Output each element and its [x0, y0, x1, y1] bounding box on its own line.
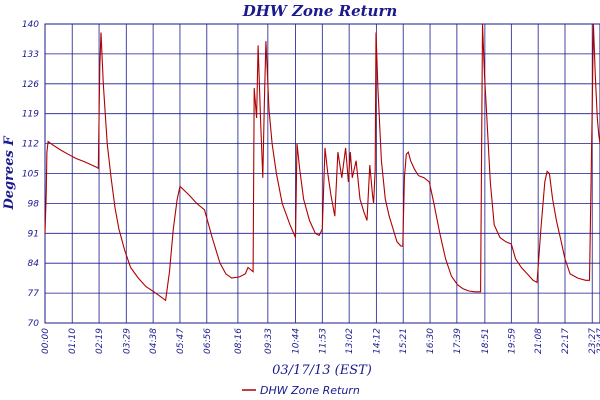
legend: DHW Zone Return [242, 384, 360, 397]
x-tick-label: 22:17 [561, 328, 571, 354]
y-tick-label: 112 [22, 140, 39, 150]
x-tick-label: 19:59 [507, 328, 517, 354]
x-tick-label: 17:39 [453, 328, 463, 354]
chart-title: DHW Zone Return [242, 2, 398, 20]
y-tick-label: 70 [28, 319, 40, 329]
x-tick-label: 16:30 [426, 328, 436, 354]
x-tick-label: 14:12 [372, 328, 382, 354]
x-tick-label: 00:00 [41, 328, 51, 354]
x-tick-label: 06:56 [203, 328, 213, 354]
x-tick-label: 10:44 [291, 328, 301, 354]
x-tick-label: 04:38 [149, 328, 159, 354]
y-tick-label: 140 [22, 20, 39, 30]
x-tick-labels: 00:00 01:10 02:19 03:29 04:38 05:47 06:56 08:16… [41, 328, 600, 354]
x-tick-label: 01:10 [68, 328, 78, 354]
grid-lines [44, 23, 600, 324]
y-tick-label: 126 [22, 80, 39, 90]
plot-frame [44, 23, 600, 324]
x-tick-label: 11:53 [318, 328, 328, 354]
x-tick-label: 02:19 [95, 328, 105, 354]
y-tick-label: 119 [22, 110, 39, 120]
legend-label: DHW Zone Return [260, 384, 360, 397]
y-tick-label: 98 [28, 199, 40, 209]
x-tick-label: 09:33 [264, 328, 274, 354]
y-tick-label: 77 [28, 289, 40, 299]
series-line-dhw-zone-return [44, 23, 600, 302]
x-tick-label: 21:08 [534, 328, 544, 354]
y-tick-labels: 70 77 84 91 98 105 112 119 126 133 140 [22, 20, 39, 329]
x-tick-label: 13:02 [345, 328, 355, 354]
y-tick-label: 133 [22, 50, 39, 60]
y-axis-title: Degrees F [2, 136, 17, 211]
x-tick-label: 23:47 [596, 328, 600, 354]
x-tick-label: 18:51 [481, 328, 491, 354]
y-tick-label: 84 [28, 259, 40, 269]
x-tick-label: 03:29 [122, 328, 132, 354]
y-tick-label: 105 [22, 170, 39, 180]
x-tick-label: 15:21 [399, 328, 409, 354]
x-tick-label: 08:16 [234, 328, 244, 354]
y-tick-label: 91 [28, 229, 39, 239]
x-tick-label: 23:27 [588, 328, 598, 354]
x-tick-label: 05:47 [176, 328, 186, 354]
x-axis-title: 03/17/13 (EST) [272, 363, 372, 378]
